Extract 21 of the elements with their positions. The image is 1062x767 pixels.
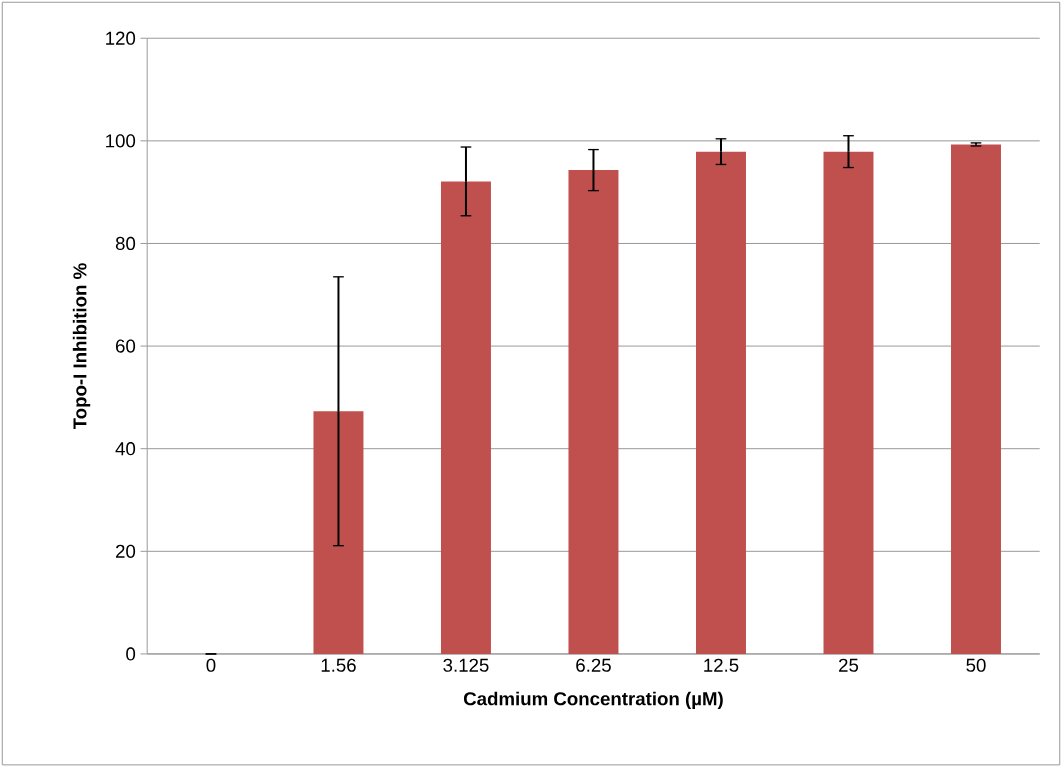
x-tick-label: 25 bbox=[839, 658, 859, 672]
x-axis-title: Cadmium Concentration (µM) bbox=[463, 691, 723, 710]
y-tick-label: 60 bbox=[116, 339, 136, 353]
bar bbox=[695, 151, 746, 654]
x-tick-label: 1.56 bbox=[321, 658, 356, 672]
y-tick-label: 0 bbox=[126, 647, 136, 661]
x-tick-label: 50 bbox=[966, 658, 986, 672]
y-tick-label: 40 bbox=[115, 442, 136, 456]
y-tick-label: 20 bbox=[116, 544, 136, 558]
y-tick-label: 120 bbox=[106, 31, 136, 45]
bar bbox=[568, 170, 619, 654]
x-tick-label: 3.125 bbox=[443, 658, 489, 672]
bar bbox=[823, 151, 874, 654]
x-tick-label: 0 bbox=[206, 658, 216, 672]
y-tick-label: 100 bbox=[106, 134, 136, 148]
y-tick-label: 80 bbox=[115, 236, 136, 251]
bar bbox=[951, 144, 1001, 654]
x-tick-label: 12.5 bbox=[704, 658, 739, 672]
x-tick-label: 6.25 bbox=[576, 658, 611, 672]
y-axis-title: Topo-I Inhibition % bbox=[72, 263, 91, 430]
bar bbox=[440, 181, 491, 654]
